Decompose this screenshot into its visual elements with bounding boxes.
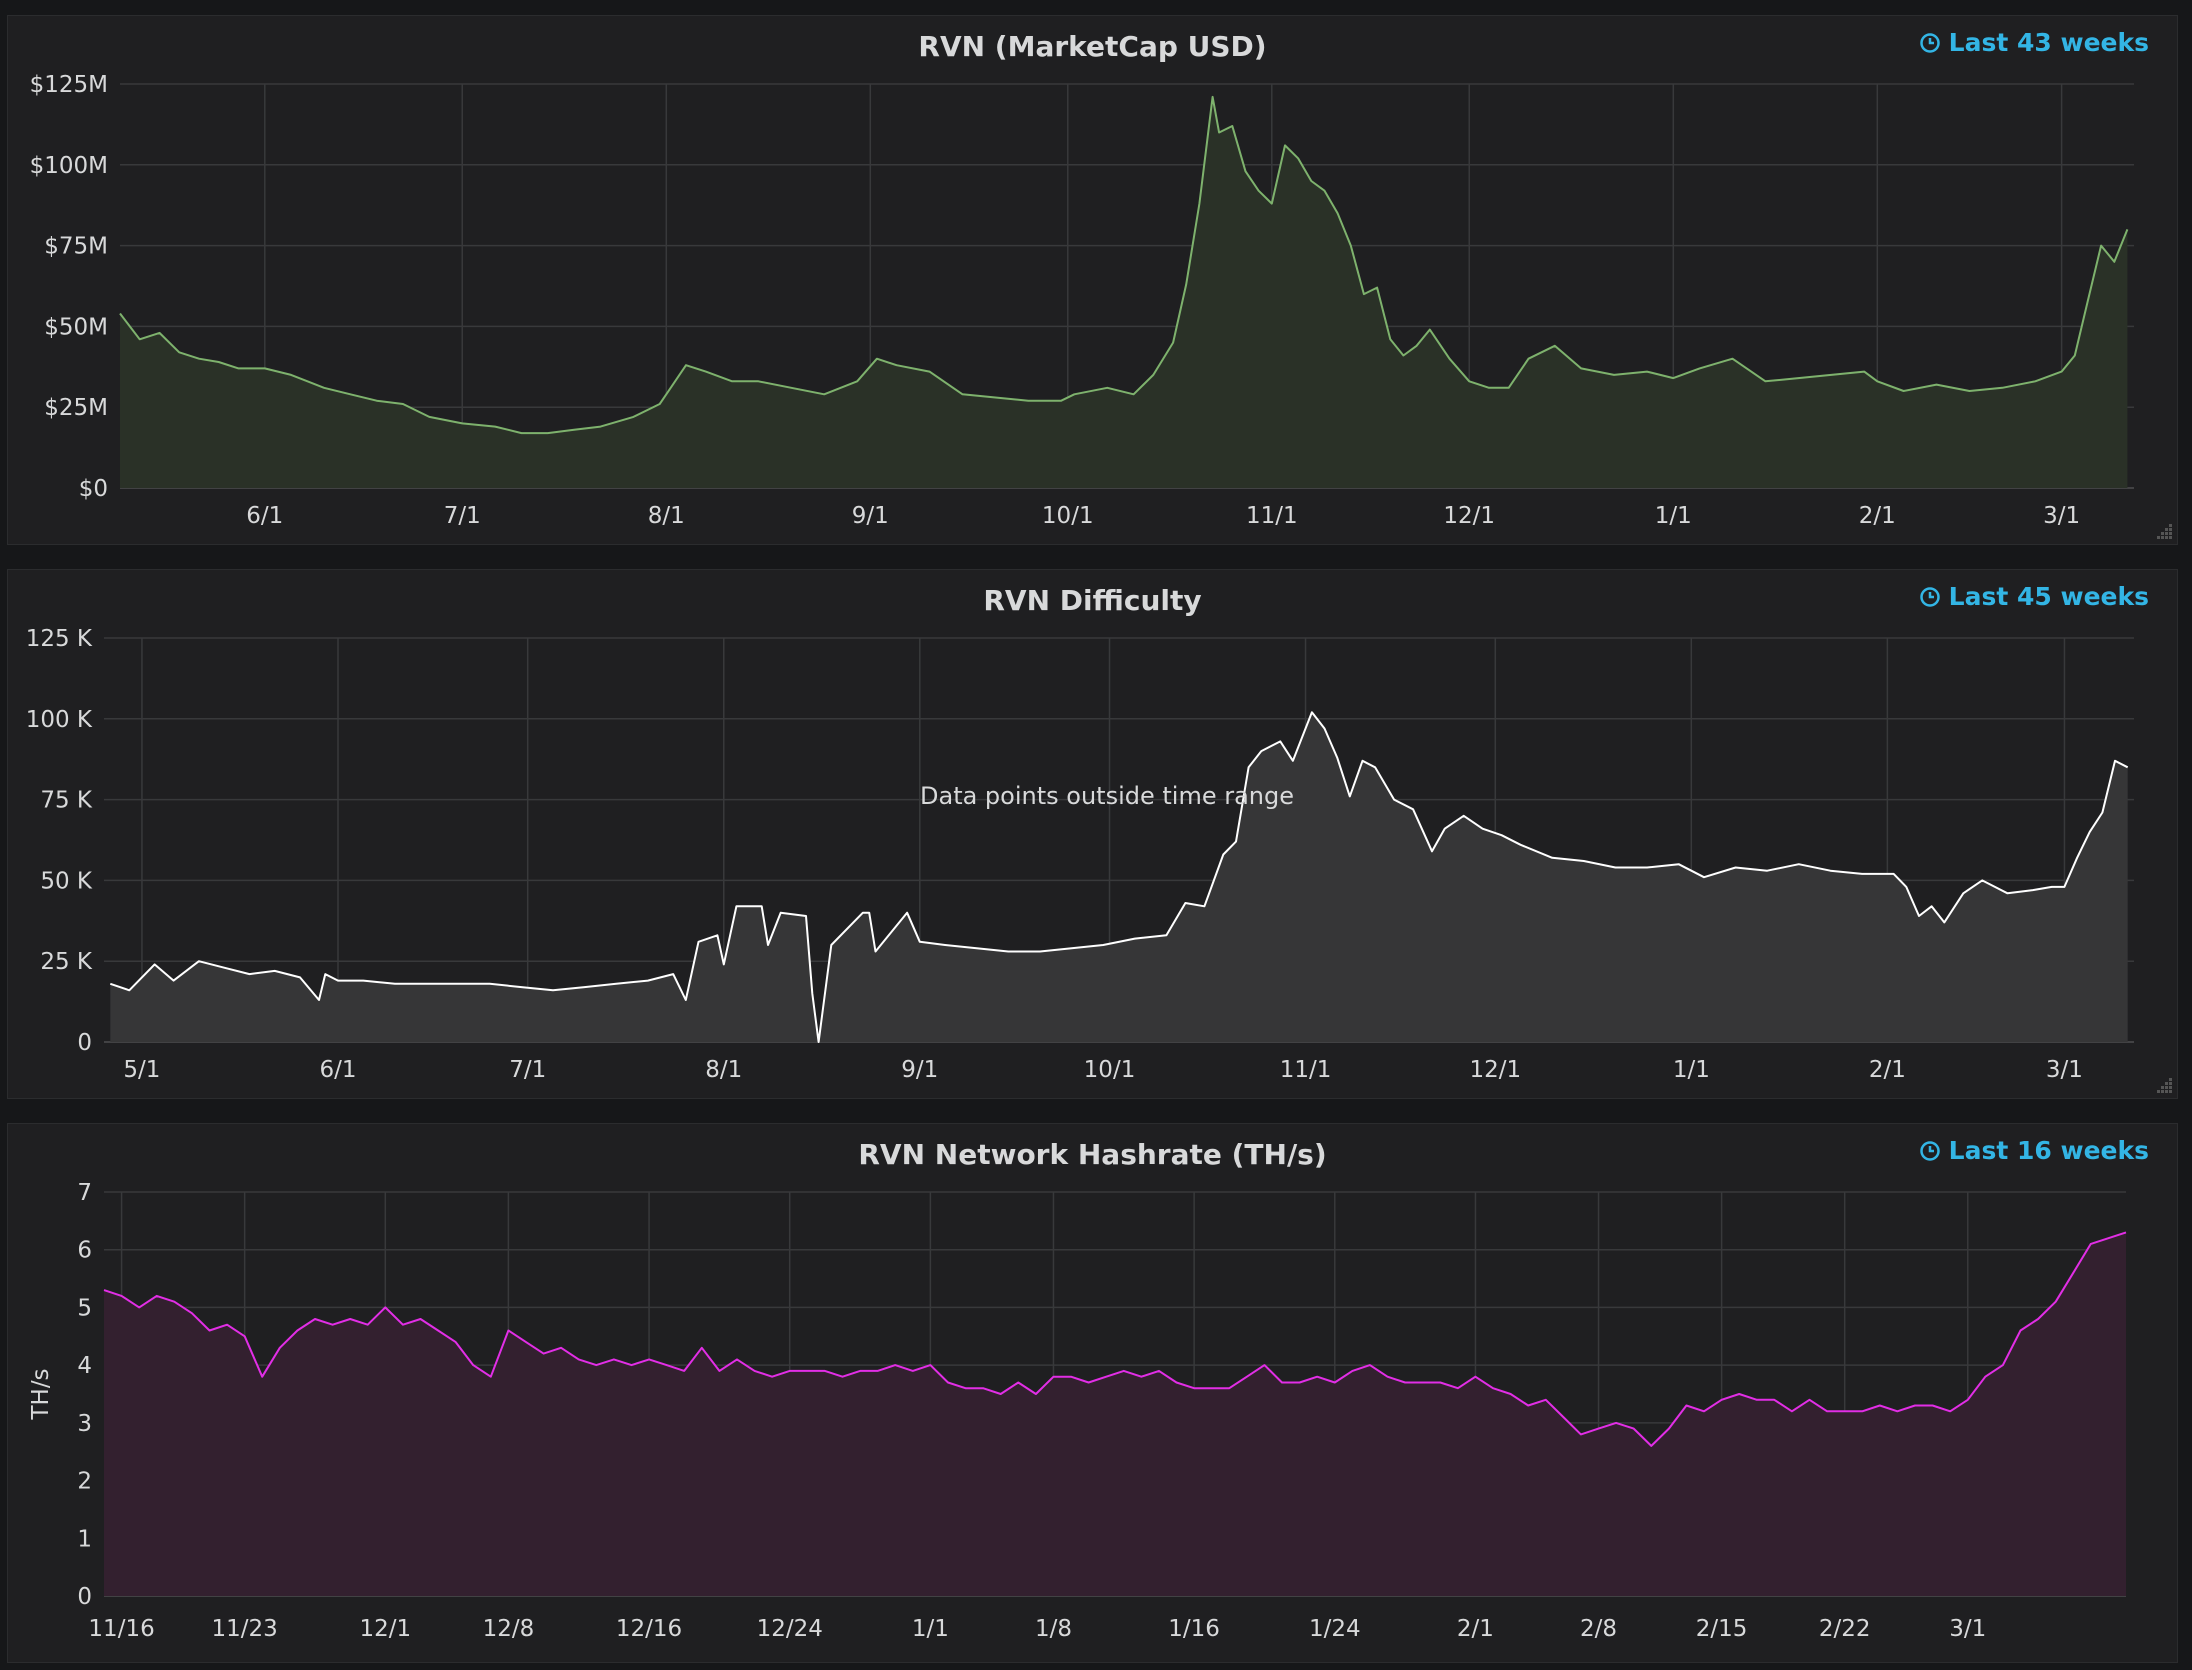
y-tick-label: $25M xyxy=(44,395,108,421)
panel-title[interactable]: RVN (MarketCap USD) xyxy=(918,30,1267,63)
y-tick-label: 25 K xyxy=(40,949,93,975)
y-axis-label: TH/s xyxy=(28,1368,54,1420)
x-tick-label: 9/1 xyxy=(901,1057,938,1083)
x-tick-label: 12/1 xyxy=(1443,503,1495,529)
resize-handle-icon[interactable] xyxy=(2155,1076,2173,1094)
x-tick-label: 7/1 xyxy=(509,1057,546,1083)
x-tick-label: 11/23 xyxy=(212,1616,278,1642)
panel-hashrate: 0 1 2 3 4 5 6 7 11/16 11/23 12/1 12/8 12/16 12/24 1/1 1… xyxy=(7,1123,2178,1663)
difficulty-chart[interactable]: 0 25 K 50 K 75 K 100 K 125 K 5/1 6/1 7/1 8/1 9/1 10… xyxy=(8,570,2179,1100)
x-tick-label: 5/1 xyxy=(123,1057,160,1083)
y-tick-label: 75 K xyxy=(40,788,93,814)
clock-icon xyxy=(1919,586,1940,607)
time-range-info[interactable]: Last 43 weeks xyxy=(1919,28,2149,57)
x-tick-label: 2/1 xyxy=(1869,1057,1906,1083)
time-range-label: Last 16 weeks xyxy=(1948,1136,2149,1165)
x-tick-label: 6/1 xyxy=(319,1057,356,1083)
clock-icon xyxy=(1919,1140,1940,1161)
y-tick-label: 100 K xyxy=(26,707,93,733)
y-tick-label: 7 xyxy=(77,1180,92,1206)
x-tick-label: 8/1 xyxy=(705,1057,742,1083)
x-tick-label: 8/1 xyxy=(648,503,685,529)
x-tick-label: 7/1 xyxy=(444,503,481,529)
y-tick-label: 5 xyxy=(77,1295,92,1321)
series-line xyxy=(119,95,2129,435)
no-data-message: Data points outside time range xyxy=(920,782,1295,810)
x-tick-label: 3/1 xyxy=(2043,503,2080,529)
y-tick-label: 6 xyxy=(77,1238,92,1264)
x-tick-label: 1/1 xyxy=(912,1616,949,1642)
panel-marketcap: $0 $25M $50M $75M $100M $125M 6/1 7/1 8/1 9/1 10/1… xyxy=(7,15,2178,545)
series-area-fill xyxy=(110,712,2128,1042)
series-line xyxy=(109,711,2129,1043)
x-tick-label: 6/1 xyxy=(246,503,283,529)
x-tick-label: 10/1 xyxy=(1084,1057,1136,1083)
x-tick-label: 11/1 xyxy=(1246,503,1298,529)
x-tick-label: 2/22 xyxy=(1819,1616,1871,1642)
x-tick-label: 11/16 xyxy=(88,1616,154,1642)
x-tick-label: 12/1 xyxy=(1469,1057,1521,1083)
y-tick-label: $50M xyxy=(44,314,108,340)
panel-title[interactable]: RVN Difficulty xyxy=(983,584,1202,617)
series-area-fill xyxy=(104,1232,2126,1596)
clock-icon xyxy=(1919,32,1940,53)
time-range-label: Last 43 weeks xyxy=(1948,28,2149,57)
x-tick-label: 12/1 xyxy=(359,1616,411,1642)
x-tick-label: 10/1 xyxy=(1042,503,1094,529)
x-tick-label: 2/8 xyxy=(1580,1616,1617,1642)
series-area-fill xyxy=(120,96,2128,489)
x-tick-label: 2/1 xyxy=(1859,503,1896,529)
time-range-label: Last 45 weeks xyxy=(1948,582,2149,611)
x-tick-label: 3/1 xyxy=(2046,1057,2083,1083)
x-tick-label: 11/1 xyxy=(1280,1057,1332,1083)
x-tick-label: 1/1 xyxy=(1655,503,1692,529)
x-tick-label: 1/24 xyxy=(1309,1616,1361,1642)
hashrate-chart[interactable]: 0 1 2 3 4 5 6 7 11/16 11/23 12/1 12/8 12/16 12/24 1/1 1… xyxy=(8,1124,2179,1664)
x-tick-label: 3/1 xyxy=(1949,1616,1986,1642)
panel-title[interactable]: RVN Network Hashrate (TH/s) xyxy=(858,1138,1327,1171)
y-tick-label: 0 xyxy=(77,1584,92,1610)
x-tick-label: 12/16 xyxy=(616,1616,682,1642)
x-tick-label: 9/1 xyxy=(852,503,889,529)
panel-difficulty: 0 25 K 50 K 75 K 100 K 125 K 5/1 6/1 7/1 8/1 9/1 10… xyxy=(7,569,2178,1099)
y-tick-label: $0 xyxy=(79,476,108,502)
y-tick-label: 125 K xyxy=(26,626,93,652)
time-range-info[interactable]: Last 16 weeks xyxy=(1919,1136,2149,1165)
y-tick-label: $75M xyxy=(44,234,108,260)
x-tick-label: 2/15 xyxy=(1696,1616,1748,1642)
y-tick-label: 1 xyxy=(77,1526,92,1552)
series-line xyxy=(103,1231,2127,1447)
y-tick-label: 4 xyxy=(77,1353,92,1379)
x-tick-label: 1/8 xyxy=(1035,1616,1072,1642)
marketcap-chart[interactable]: $0 $25M $50M $75M $100M $125M 6/1 7/1 8/1 9/1 10/1… xyxy=(8,16,2179,546)
x-tick-label: 1/1 xyxy=(1673,1057,1710,1083)
resize-handle-icon[interactable] xyxy=(2155,522,2173,540)
x-tick-label: 1/16 xyxy=(1168,1616,1220,1642)
y-tick-label: 50 K xyxy=(40,868,93,894)
x-tick-label: 12/8 xyxy=(483,1616,535,1642)
y-tick-label: 3 xyxy=(77,1411,92,1437)
y-tick-label: 2 xyxy=(77,1469,92,1495)
x-tick-label: 2/1 xyxy=(1457,1616,1494,1642)
y-tick-label: $125M xyxy=(30,72,108,98)
time-range-info[interactable]: Last 45 weeks xyxy=(1919,582,2149,611)
y-tick-label: $100M xyxy=(30,153,108,179)
y-tick-label: 0 xyxy=(77,1030,92,1056)
x-tick-label: 12/24 xyxy=(757,1616,823,1642)
